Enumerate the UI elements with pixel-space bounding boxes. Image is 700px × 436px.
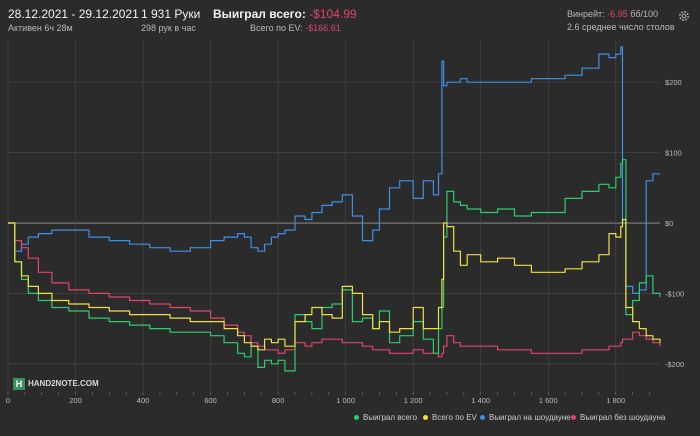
y-tick-label: $200: [665, 78, 682, 87]
winrate-label: Винрейт:: [567, 9, 605, 19]
x-tick-label: 1 600: [539, 396, 558, 405]
legend-label: Всего по EV: [432, 413, 477, 422]
y-tick-label: $100: [665, 149, 682, 158]
x-tick-label: 600: [204, 396, 217, 405]
x-tick-label: 1 000: [336, 396, 355, 405]
y-tick-label: $0: [665, 219, 673, 228]
legend-label: Выиграл на шоудауне: [489, 413, 571, 422]
legend-label: Выиграл без шоудауна: [580, 413, 666, 422]
x-tick-label: 1 800: [606, 396, 625, 405]
x-tick-label: 200: [69, 396, 82, 405]
winrate-value: -6.95: [607, 9, 628, 19]
active-time: Активен 6ч 28м: [8, 23, 73, 33]
gear-icon[interactable]: [677, 9, 691, 23]
series-line-non-showdown: [8, 222, 661, 358]
legend-item-won-total[interactable]: Выиграл всего: [354, 413, 417, 422]
date-range: 28.12.2021 - 29.12.2021: [8, 7, 139, 21]
x-tick-label: 1 400: [471, 396, 490, 405]
legend-dot-non-showdown: [571, 415, 576, 421]
hand2note-logo: H HAND2NOTE.COM: [13, 378, 99, 390]
ev-total: Всего по EV: -$166.61: [250, 23, 341, 33]
legend-dot-ev: [423, 415, 428, 421]
ev-value: -$166.61: [305, 23, 341, 33]
avg-tables: 2.6 среднее число столов: [567, 22, 675, 32]
logo-text: HAND2NOTE.COM: [28, 379, 99, 389]
y-tick-label: -$100: [665, 289, 684, 298]
legend-label: Выиграл всего: [363, 413, 418, 422]
y-tick-label: -$200: [665, 360, 684, 369]
hands-count: 1 931 Руки: [141, 7, 201, 21]
winrate-suffix: бб/100: [630, 9, 659, 19]
hand2note-logo-icon: H: [13, 378, 25, 390]
winrate: Винрейт: -6.95 бб/100: [567, 9, 658, 19]
x-tick-label: 800: [272, 396, 285, 405]
won-total-value: -$104.99: [309, 7, 357, 21]
series-line-showdown: [8, 46, 660, 294]
legend-item-ev[interactable]: Всего по EV: [423, 413, 477, 422]
x-tick-label: 0: [6, 396, 10, 405]
legend-item-non-showdown[interactable]: Выиграл без шоудауна: [571, 413, 665, 422]
legend-dot-won-total: [354, 415, 359, 421]
ev-label: Всего по EV:: [250, 23, 303, 33]
legend-item-showdown[interactable]: Выиграл на шоудауне: [480, 413, 571, 422]
won-total: Выиграл всего: -$104.99: [213, 7, 357, 21]
x-tick-label: 400: [137, 396, 150, 405]
series-line-ev: [8, 218, 661, 351]
won-total-label: Выиграл всего:: [213, 7, 306, 21]
hands-per-hour: 298 рук в час: [141, 23, 196, 33]
legend-dot-showdown: [480, 415, 485, 421]
x-tick-label: 1 200: [404, 396, 423, 405]
